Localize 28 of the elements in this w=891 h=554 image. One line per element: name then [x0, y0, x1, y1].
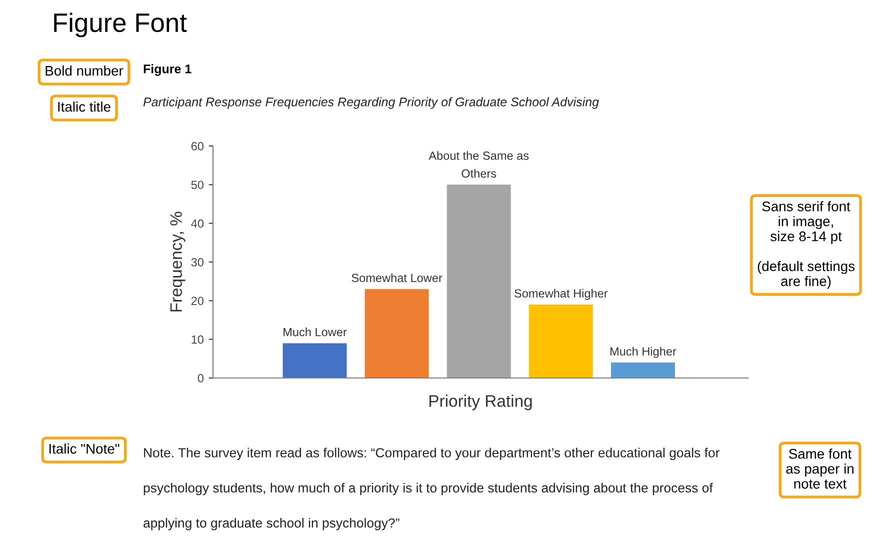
- y-tick-label: 0: [198, 374, 204, 382]
- y-tick-label: 40: [191, 219, 204, 228]
- text: Note. The survey item read as follows: “Compared to your department’s other educational goals for psychology students, how much of a priority is it to provide students advising about the process of applying to graduate school in psychology?”: [144, 448, 720, 530]
- bar: [528, 304, 593, 378]
- y-tick-label: 20: [191, 296, 204, 306]
- y-axis-title: Frequency, %: [170, 212, 186, 312]
- text: Same font as paper in note text: [786, 448, 854, 489]
- text: Figure Font: [54, 12, 187, 38]
- text: Bold number: [46, 66, 124, 76]
- x-tick-label: Somewhat Higher: [514, 288, 608, 300]
- y-tick-label: 60: [191, 142, 204, 150]
- bar: [282, 343, 347, 378]
- x-tick-label: Much Higher: [610, 346, 676, 358]
- y-tick-label: 10: [192, 335, 204, 344]
- chart-title: Figure 1: [144, 64, 192, 76]
- bar: [610, 362, 675, 378]
- text: Sans serif font in image, size 8-14 pt (default settings are fine): [758, 201, 855, 289]
- bar: [446, 184, 511, 378]
- chart-subtitle: Participant Response Frequencies Regarding Priority of Graduate School Advising: [143, 97, 599, 109]
- x-tick-label: About the Same as Others: [428, 151, 529, 178]
- x-tick-label: Somewhat Lower: [352, 273, 442, 282]
- x-tick-label: Much Lower: [284, 328, 347, 336]
- y-tick-label: 30: [191, 258, 204, 266]
- text: Italic "Note": [49, 444, 120, 454]
- bar: [364, 289, 429, 378]
- x-axis-title: Priority Rating: [430, 394, 532, 410]
- text: Italic title: [58, 102, 110, 112]
- y-tick-label: 50: [191, 180, 204, 190]
